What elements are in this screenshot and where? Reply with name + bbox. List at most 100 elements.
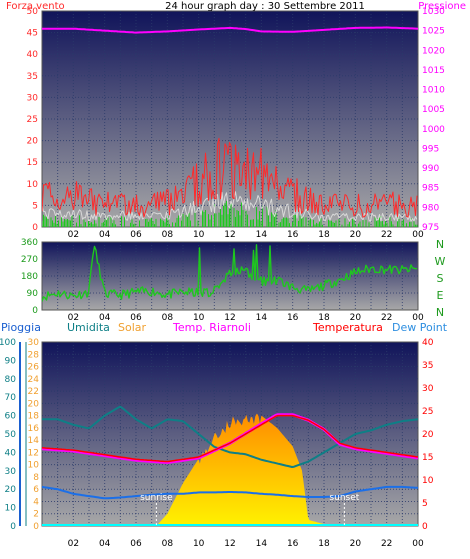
wind-tick-label: 15 (27, 158, 38, 168)
humidity-tick-label: 16 (28, 424, 40, 434)
sunrise-label: sunrise (140, 493, 173, 503)
pressure-tick-label: 990 (422, 164, 439, 174)
wind-tick-label: 30 (27, 93, 39, 103)
humidity-tick-label: 6 (33, 485, 39, 495)
pioggia-axis: 0 10 20 30 40 50 60 70 80 90 100 (0, 338, 21, 532)
pressure-tick-label: 1020 (422, 46, 445, 56)
pioggia-tick-label: 90 (5, 356, 17, 366)
x-tick-label: 14 (256, 313, 268, 323)
x-tick-label: 18 (318, 313, 330, 323)
wind-tick-label: 25 (27, 115, 38, 125)
direction-tick-label: 0 (32, 306, 38, 316)
x-tick-label: 12 (224, 230, 235, 240)
legend-temperatura: Temperatura (312, 321, 383, 334)
pioggia-tick-label: 0 (10, 522, 16, 532)
umidita-line (42, 405, 418, 468)
wind-tick-label: 20 (27, 137, 39, 147)
temperature-tick-label: 35 (422, 361, 433, 371)
pressure-tick-label: 980 (422, 203, 439, 213)
pioggia-tick-label: 50 (5, 430, 17, 440)
x-tick-label: 16 (287, 230, 299, 240)
wind-x-axis: 02 04 06 08 10 12 14 16 18 20 22 00 (68, 230, 424, 240)
x-tick-label: 20 (350, 230, 362, 240)
temperature-tick-label: 5 (422, 499, 428, 509)
dew-point-line (42, 485, 418, 500)
wind-tick-label: 10 (27, 180, 39, 190)
pressure-axis: 975 980 985 990 995 1000 1005 1010 1015 1020 1025 1… (422, 7, 445, 233)
solar-area (156, 413, 345, 526)
temperature-tick-label: 15 (422, 453, 433, 463)
temperature-tick-label: 25 (422, 407, 433, 417)
x-tick-label: 14 (256, 539, 268, 549)
pressure-tick-label: 1000 (422, 125, 445, 135)
temperature-series (42, 405, 418, 526)
humidity-tick-label: 2 (33, 510, 39, 520)
humidity-tick-label: 22 (28, 387, 39, 397)
humidity-tick-label: 4 (33, 497, 39, 507)
humidity-tick-label: 28 (28, 350, 40, 360)
x-tick-label: 10 (193, 539, 205, 549)
pioggia-tick-label: 40 (5, 448, 17, 458)
pressure-tick-label: 975 (422, 223, 439, 233)
x-tick-label: 08 (162, 230, 174, 240)
x-tick-label: 06 (130, 313, 142, 323)
humidity-tick-label: 8 (33, 473, 39, 483)
pressure-axis-title: Pressione (418, 1, 466, 12)
pressure-tick-label: 1010 (422, 86, 445, 96)
x-tick-label: 16 (287, 313, 299, 323)
direction-tick-label: 270 (21, 255, 38, 265)
wind-tick-label: 5 (32, 201, 38, 211)
chart-title: 24 hour graph day : 30 Settembre 2011 (165, 1, 365, 12)
humidity-tick-label: 12 (28, 448, 39, 458)
x-tick-label: 02 (68, 313, 79, 323)
pressure-tick-label: 1005 (422, 105, 445, 115)
x-tick-label: 22 (381, 539, 392, 549)
temperatura-line (42, 414, 418, 463)
direction-line (42, 244, 418, 302)
direction-tick-label: 90 (27, 289, 39, 299)
temperature-tick-label: 0 (422, 522, 428, 532)
wind-tick-label: 45 (27, 29, 38, 39)
x-tick-label: 02 (68, 230, 79, 240)
x-tick-label: 20 (350, 539, 362, 549)
pioggia-tick-label: 80 (5, 375, 17, 385)
temperature-tick-label: 40 (422, 338, 434, 348)
x-tick-label: 06 (130, 230, 142, 240)
x-tick-label: 22 (381, 313, 392, 323)
pressure-tick-label: 1015 (422, 66, 445, 76)
x-tick-label: 08 (162, 313, 174, 323)
pressure-tick-label: 1025 (422, 27, 445, 37)
sunset-label: sunset (329, 493, 359, 503)
compass-label: S (437, 272, 444, 285)
humidity-tick-label: 0 (33, 522, 39, 532)
x-tick-label: 04 (99, 313, 111, 323)
wind-grid (42, 11, 418, 227)
legend-dew-point: Dew Point (392, 321, 448, 334)
x-tick-label: 02 (68, 539, 79, 549)
x-tick-label: 04 (99, 539, 111, 549)
pioggia-tick-label: 20 (5, 485, 17, 495)
wind-speed-axis: 0 5 10 15 20 25 30 35 40 45 50 (27, 7, 39, 233)
compass-label: E (437, 289, 444, 302)
temperature-tick-label: 20 (422, 430, 434, 440)
pressure-line (42, 26, 418, 34)
wind-series (42, 26, 418, 227)
humidity-tick-label: 26 (28, 363, 40, 373)
direction-grid (42, 242, 418, 310)
x-tick-label: 04 (99, 230, 111, 240)
wind-gust-line (42, 137, 418, 218)
legend-temp-riarnoli: Temp. Riarnoli (172, 321, 251, 334)
pioggia-tick-label: 70 (5, 393, 17, 403)
pioggia-tick-label: 30 (5, 467, 17, 477)
temperature-axis: 0 5 10 15 20 25 30 35 40 (422, 338, 434, 532)
legend: Pioggia Umidita Solar Temp. Riarnoli Tem… (1, 321, 448, 334)
wind-tick-label: 40 (27, 50, 39, 60)
compass-label: N (436, 238, 444, 251)
x-tick-label: 10 (193, 230, 205, 240)
x-tick-label: 08 (162, 539, 174, 549)
